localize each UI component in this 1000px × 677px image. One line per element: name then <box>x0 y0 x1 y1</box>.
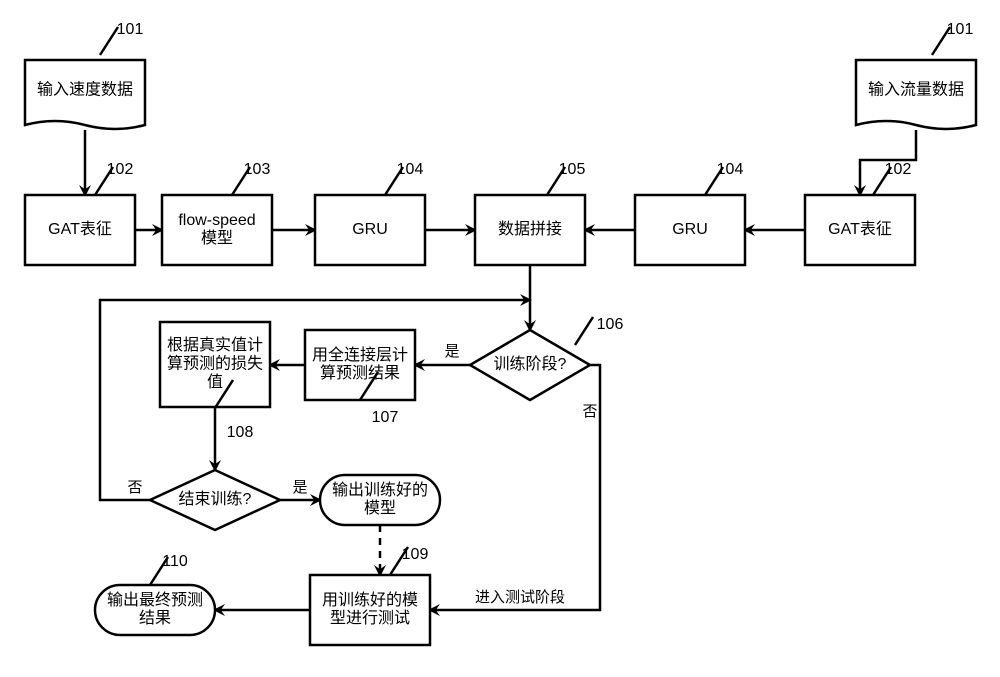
node-fc_pred: 用全连接层计算预测结果 <box>305 330 415 400</box>
node-gru_l: GRU <box>315 195 425 265</box>
ref-label: 102 <box>107 161 134 178</box>
node-out_model: 输出训练好的模型 <box>320 475 440 525</box>
node-gru_r: GRU <box>635 195 745 265</box>
svg-text:训练阶段?: 训练阶段? <box>494 355 567 373</box>
svg-text:GAT表征: GAT表征 <box>48 220 112 238</box>
ref-label: 110 <box>162 553 188 570</box>
node-train_q: 训练阶段? <box>470 330 590 400</box>
ref-label: 103 <box>244 161 271 178</box>
svg-text:是: 是 <box>444 343 459 360</box>
svg-text:GAT表征: GAT表征 <box>828 220 892 238</box>
ref-label: 104 <box>717 161 744 178</box>
ref-label: 105 <box>559 161 586 178</box>
node-gat_r: GAT表征 <box>805 195 915 265</box>
node-test: 用训练好的模型进行测试 <box>310 575 430 645</box>
svg-text:数据拼接: 数据拼接 <box>498 220 562 238</box>
node-gat_l: GAT表征 <box>25 195 135 265</box>
svg-text:否: 否 <box>127 479 142 496</box>
ref-label: 101 <box>117 21 144 38</box>
node-fsmodel: flow-speed模型 <box>162 195 272 265</box>
edge-e15 <box>430 365 600 610</box>
node-loss: 根据真实值计算预测的损失值 <box>160 322 270 407</box>
ref-label: 104 <box>397 161 424 178</box>
svg-text:GRU: GRU <box>352 221 388 238</box>
svg-text:输入速度数据: 输入速度数据 <box>37 81 133 99</box>
node-end_q: 结束训练? <box>150 470 280 530</box>
node-out_final: 输出最终预测结果 <box>95 585 215 635</box>
nodes-layer: 输入速度数据 101 输入流量数据 101 GAT表征 102 flow-speed模型 10… <box>25 21 976 645</box>
ref-label: 106 <box>597 316 624 333</box>
ref-label: 109 <box>402 546 429 563</box>
svg-text:结束训练?: 结束训练? <box>179 490 252 508</box>
node-concat: 数据拼接 <box>475 195 585 265</box>
ref-label: 102 <box>885 161 912 178</box>
svg-text:输入流量数据: 输入流量数据 <box>868 81 964 99</box>
svg-text:进入测试阶段: 进入测试阶段 <box>475 589 565 606</box>
ref-label: 107 <box>372 409 399 426</box>
svg-text:否: 否 <box>582 403 597 420</box>
node-in_flow: 输入流量数据 <box>856 60 976 129</box>
node-in_speed: 输入速度数据 <box>25 60 145 129</box>
ref-label: 108 <box>227 424 254 441</box>
svg-text:是: 是 <box>292 479 307 496</box>
ref-label: 101 <box>947 21 974 38</box>
svg-text:GRU: GRU <box>672 221 708 238</box>
